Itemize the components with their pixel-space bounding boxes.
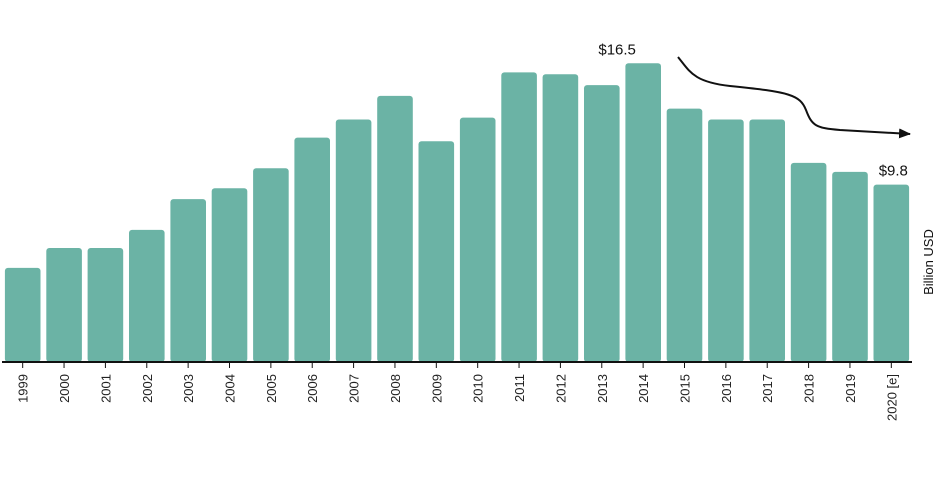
x-tick-label: 2004 [223,374,238,403]
bar-2005 [253,168,289,362]
data-label: $9.8 [879,163,908,180]
bar-2020-e [873,184,910,362]
x-tick-label: 2005 [264,374,279,403]
x-tick-label: 2011 [512,374,527,402]
x-tick-label: 2016 [719,374,734,403]
data-labels-group: $16.5 $9.8 [598,41,908,179]
x-tick-label: 2006 [305,374,320,403]
x-ticks-group: 1999 2000 2001 2002 2003 2004 2005 2006 2007 2008… [16,362,899,421]
x-tick-label: 2008 [388,374,403,403]
bar-2010 [459,117,496,362]
x-tick-label: 2019 [843,374,858,403]
x-tick-label: 2014 [636,374,651,403]
bar-2008 [377,95,413,363]
bars-group [4,63,910,363]
x-tick-label: 2002 [140,374,155,403]
x-tick-label: 2013 [595,374,610,403]
data-label: $16.5 [598,41,636,58]
x-tick-label: 2000 [57,374,72,403]
x-tick-label: 2017 [760,374,775,403]
bar-2012 [542,74,579,362]
bar-2019 [832,171,868,362]
x-tick-label: 2007 [347,374,362,403]
bar-2017 [749,119,785,362]
bar-2016 [708,119,744,362]
bar-2001 [87,248,124,362]
x-tick-label: 2012 [553,374,568,403]
bar-1999 [4,267,41,362]
bar-2006 [294,137,330,362]
bar-2018 [790,162,827,362]
bar-2002 [129,229,165,362]
bar-2003 [170,199,206,362]
bar-2009 [418,141,455,362]
bar-2011 [501,72,537,363]
x-tick-label: 1999 [16,374,31,403]
bar-2013 [584,85,620,362]
x-tick-label: 2015 [678,374,693,403]
trend-arrow [677,56,911,139]
x-tick-label: 2009 [429,374,444,403]
bar-2007 [335,119,372,362]
bar-2015 [666,108,703,362]
bar-2004 [211,188,248,362]
bar-2000 [46,248,82,362]
x-tick-label: 2001 [98,374,113,403]
x-tick-label: 2018 [802,374,817,403]
x-tick-label: 2010 [471,374,486,403]
x-tick-label: 2020 [e] [884,374,899,421]
x-tick-label: 2003 [181,374,196,403]
y-axis-label: Billion USD [921,229,936,295]
bar-2014 [625,63,661,363]
